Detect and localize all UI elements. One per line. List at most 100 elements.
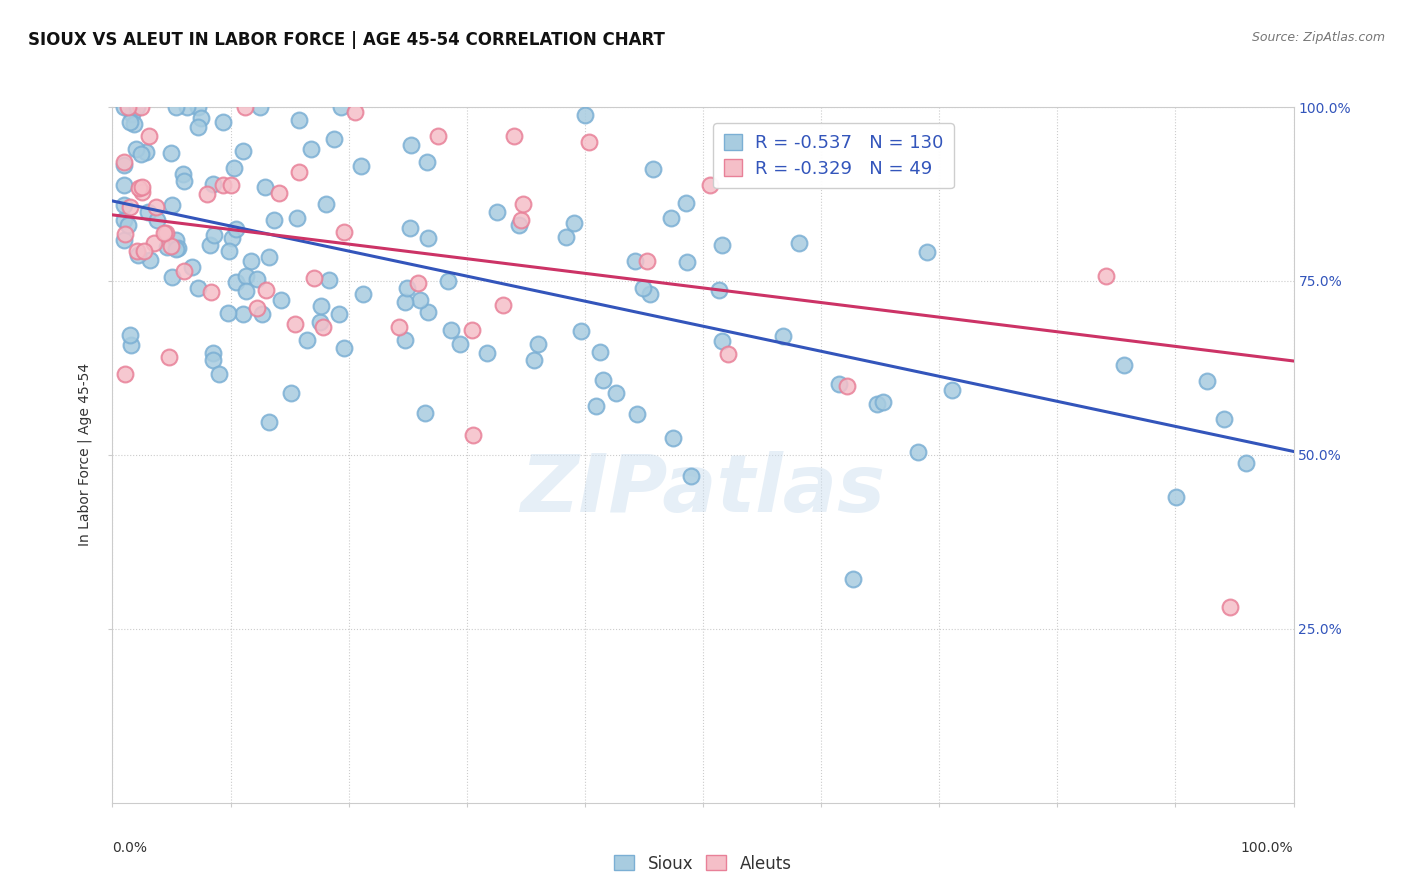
Point — [475, 346, 498, 360]
Point — [710, 237, 733, 252]
Point — [399, 220, 422, 235]
Point — [284, 317, 307, 331]
Point — [328, 307, 350, 321]
Point — [125, 100, 148, 114]
Point — [592, 373, 614, 387]
Point — [117, 218, 139, 232]
Point — [352, 287, 374, 301]
Point — [589, 345, 612, 359]
Point — [578, 135, 600, 149]
Point — [259, 250, 281, 264]
Point — [1213, 411, 1236, 425]
Point — [180, 260, 202, 274]
Point — [574, 108, 596, 122]
Point — [225, 221, 247, 235]
Point — [118, 200, 141, 214]
Point — [249, 100, 271, 114]
Point — [309, 299, 332, 313]
Point — [772, 328, 794, 343]
Point — [318, 273, 340, 287]
Point — [679, 469, 702, 483]
Point — [395, 280, 418, 294]
Point — [232, 144, 254, 158]
Point — [288, 164, 311, 178]
Point — [112, 198, 135, 212]
Point — [485, 205, 508, 219]
Point — [605, 386, 627, 401]
Point — [330, 100, 353, 114]
Text: Source: ZipAtlas.com: Source: ZipAtlas.com — [1251, 31, 1385, 45]
Point — [222, 161, 245, 175]
Point — [699, 178, 721, 193]
Point — [624, 254, 647, 268]
Point — [114, 227, 136, 242]
Point — [418, 231, 440, 245]
Point — [259, 415, 281, 429]
Point — [288, 113, 311, 128]
Point — [512, 197, 534, 211]
Point — [285, 211, 308, 225]
Text: ZIPatlas: ZIPatlas — [520, 450, 886, 529]
Legend: Sioux, Aleuts: Sioux, Aleuts — [607, 848, 799, 880]
Point — [416, 154, 439, 169]
Point — [221, 178, 243, 192]
Text: 100.0%: 100.0% — [1241, 841, 1294, 855]
Point — [508, 218, 530, 232]
Point — [1219, 599, 1241, 614]
Point — [198, 237, 221, 252]
Point — [915, 244, 938, 259]
Point — [835, 379, 858, 393]
Point — [707, 284, 730, 298]
Point — [156, 240, 179, 254]
Point — [1114, 358, 1136, 372]
Point — [1234, 456, 1257, 470]
Point — [127, 247, 149, 261]
Point — [828, 377, 851, 392]
Point — [437, 274, 460, 288]
Legend: R = -0.537   N = 130, R = -0.329   N = 49: R = -0.537 N = 130, R = -0.329 N = 49 — [713, 123, 953, 188]
Point — [269, 186, 291, 200]
Point — [218, 244, 240, 259]
Point — [717, 347, 740, 361]
Point — [138, 204, 160, 219]
Point — [427, 129, 450, 144]
Text: SIOUX VS ALEUT IN LABOR FORCE | AGE 45-54 CORRELATION CHART: SIOUX VS ALEUT IN LABOR FORCE | AGE 45-5… — [28, 31, 665, 49]
Point — [302, 271, 325, 285]
Point — [173, 263, 195, 277]
Point — [1195, 374, 1218, 388]
Point — [710, 334, 733, 349]
Point — [232, 307, 254, 321]
Point — [295, 333, 318, 347]
Point — [129, 147, 152, 161]
Point — [315, 196, 337, 211]
Point — [585, 399, 607, 413]
Point — [409, 293, 432, 307]
Point — [135, 145, 157, 160]
Point — [190, 111, 212, 125]
Point — [146, 213, 169, 227]
Y-axis label: In Labor Force | Age 45-54: In Labor Force | Age 45-54 — [77, 363, 93, 547]
Point — [789, 236, 811, 251]
Point — [187, 100, 209, 114]
Point — [187, 120, 209, 134]
Point — [235, 284, 257, 298]
Point — [121, 106, 143, 120]
Point — [254, 284, 277, 298]
Point — [160, 269, 183, 284]
Point — [399, 137, 422, 152]
Point — [157, 350, 180, 364]
Point — [350, 160, 373, 174]
Point — [160, 238, 183, 252]
Point — [134, 244, 156, 258]
Point — [187, 281, 209, 295]
Point — [131, 186, 153, 200]
Point — [449, 336, 471, 351]
Point — [941, 384, 963, 398]
Point — [569, 324, 592, 338]
Point — [225, 275, 247, 289]
Point — [125, 142, 148, 156]
Point — [299, 142, 322, 156]
Point — [636, 253, 658, 268]
Point — [212, 178, 235, 193]
Point — [527, 337, 550, 351]
